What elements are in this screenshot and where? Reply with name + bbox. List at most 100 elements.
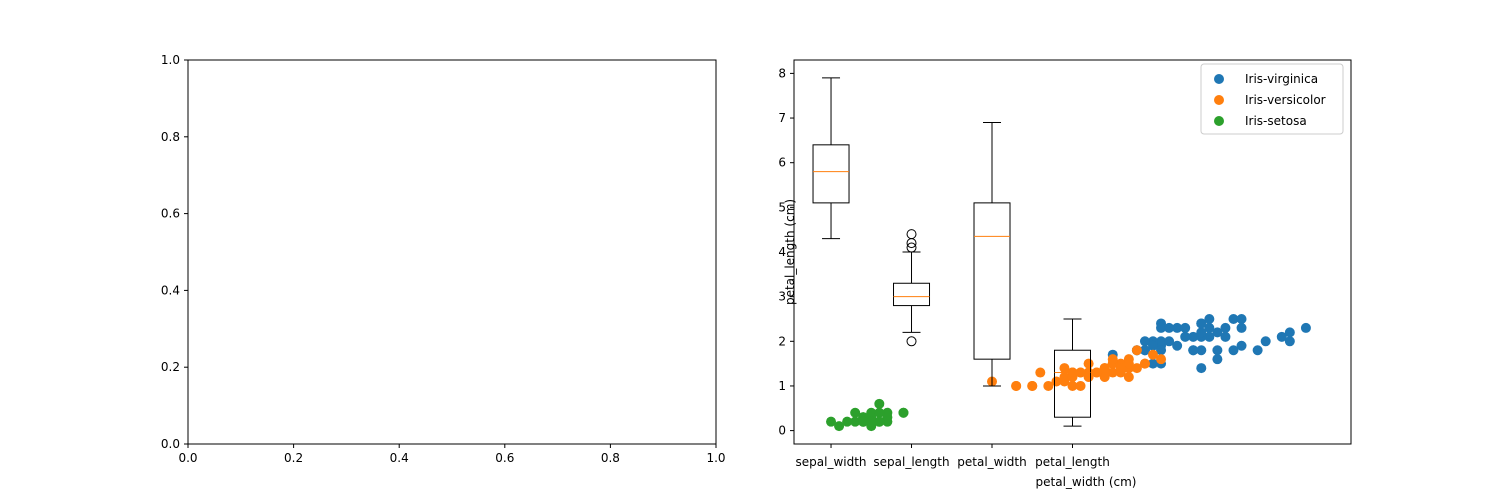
right-y-tick-label: 8 — [778, 66, 786, 80]
outlier-sepal_length — [906, 238, 917, 249]
y-axis-label: petal_length (cm) — [783, 199, 797, 305]
scatter-point-iris-setosa — [858, 416, 869, 427]
left-y-tick-label: 1.0 — [161, 53, 180, 67]
scatter-point-iris-virginica — [1180, 331, 1191, 342]
scatter-point-iris-virginica — [1196, 363, 1207, 374]
right-x-tick-label: petal_length — [1035, 455, 1110, 469]
scatter-point-iris-virginica — [1212, 345, 1223, 356]
left-y-tick-label: 0.8 — [161, 130, 180, 144]
scatter-point-iris-setosa — [826, 416, 837, 427]
scatter-point-iris-virginica — [1220, 331, 1231, 342]
scatter-point-iris-versicolor — [1067, 372, 1078, 383]
right-x-tick-label: sepal_length — [873, 455, 949, 469]
right-y-tick-label: 7 — [778, 111, 786, 125]
legend: Iris-virginica Iris-versicolor Iris-seto… — [1200, 63, 1344, 135]
scatter-point-iris-virginica — [1139, 336, 1150, 347]
scatter-point-iris-virginica — [1147, 340, 1158, 351]
scatter-point-iris-versicolor — [1107, 354, 1118, 365]
left-plot-frame — [187, 59, 717, 445]
scatter-point-iris-virginica — [1180, 322, 1191, 333]
scatter-point-iris-versicolor — [1107, 367, 1118, 378]
x-axis-label: petal_width (cm) — [1036, 475, 1137, 489]
left-x-tick-label: 0.6 — [495, 451, 514, 465]
scatter-point-iris-versicolor — [1035, 367, 1046, 378]
scatter-point-iris-virginica — [1172, 340, 1183, 351]
scatter-point-iris-versicolor — [1091, 367, 1102, 378]
scatter-point-iris-virginica — [1260, 336, 1271, 347]
scatter-point-iris-versicolor — [1011, 380, 1022, 391]
legend-frame — [1200, 63, 1344, 135]
scatter-point-iris-versicolor — [1115, 363, 1126, 374]
scatter-point-iris-versicolor — [1156, 354, 1167, 365]
scatter-point-iris-setosa — [882, 416, 893, 427]
scatter-point-iris-setosa — [874, 416, 885, 427]
scatter-point-iris-setosa — [874, 407, 885, 418]
right-y-tick-label: 5 — [778, 200, 786, 214]
scatter-point-iris-virginica — [1212, 327, 1223, 338]
right-x-ticks: sepal_width sepal_length petal_width petal_… — [796, 444, 1110, 469]
boxplot-layer — [812, 77, 1091, 427]
right-y-tick-label: 0 — [778, 424, 786, 438]
scatter-point-iris-versicolor — [1123, 358, 1134, 369]
scatter-point-iris-versicolor — [1123, 372, 1134, 383]
scatter-point-iris-virginica — [1156, 336, 1167, 347]
scatter-point-iris-setosa — [874, 398, 885, 409]
right-y-tick-label: 6 — [778, 156, 786, 170]
scatter-point-iris-setosa — [850, 416, 861, 427]
legend-label-setosa: Iris-setosa — [1245, 114, 1307, 128]
scatter-point-iris-virginica — [1228, 313, 1239, 324]
scatter-point-iris-versicolor — [1043, 380, 1054, 391]
scatter-point-iris-versicolor — [1059, 372, 1070, 383]
right-y-tick-label: 2 — [778, 334, 786, 348]
scatter-point-iris-virginica — [1220, 322, 1231, 333]
scatter-point-iris-setosa — [842, 416, 853, 427]
left-x-tick-label: 0.2 — [284, 451, 303, 465]
scatter-point-iris-versicolor — [1147, 349, 1158, 360]
scatter-point-iris-virginica — [1147, 358, 1158, 369]
left-x-tick-label: 1.0 — [706, 451, 725, 465]
scatter-point-iris-versicolor — [1099, 372, 1110, 383]
scatter-point-iris-virginica — [1196, 345, 1207, 356]
scatter-point-iris-virginica — [1204, 313, 1215, 324]
scatter-point-iris-versicolor — [1075, 380, 1086, 391]
scatter-point-iris-setosa — [898, 407, 909, 418]
scatter-point-iris-virginica — [1156, 322, 1167, 333]
scatter-point-iris-versicolor — [1027, 380, 1038, 391]
legend-label-virginica: Iris-virginica — [1245, 72, 1318, 86]
left-y-tick-label: 0.4 — [161, 283, 180, 297]
scatter-point-iris-virginica — [1204, 331, 1215, 342]
scatter-point-iris-virginica — [1276, 331, 1287, 342]
scatter-point-iris-virginica — [1196, 327, 1207, 338]
scatter-point-iris-versicolor — [1139, 358, 1150, 369]
scatter-point-iris-virginica — [1236, 322, 1247, 333]
scatter-point-iris-virginica — [1284, 336, 1295, 347]
scatter-point-iris-virginica — [1300, 322, 1311, 333]
scatter-point-iris-virginica — [1164, 322, 1175, 333]
scatter-point-iris-setosa — [866, 416, 877, 427]
scatter-point-iris-versicolor — [1083, 358, 1094, 369]
legend-marker-virginica — [1214, 74, 1224, 84]
scatter-point-iris-virginica — [1164, 336, 1175, 347]
right-x-tick-label: petal_width — [957, 455, 1026, 469]
legend-label-versicolor: Iris-versicolor — [1245, 93, 1326, 107]
scatter-point-iris-virginica — [1139, 345, 1150, 356]
right-plot-frame — [793, 59, 1352, 445]
right-axes: 0 1 2 3 4 5 6 7 8 sepal_width sepal_length petal_w… — [778, 59, 1352, 489]
right-y-tick-label: 3 — [778, 290, 786, 304]
scatter-point-iris-virginica — [1188, 345, 1199, 356]
left-y-tick-label: 0.2 — [161, 360, 180, 374]
right-y-tick-label: 4 — [778, 245, 786, 259]
left-y-ticks: 0.0 0.2 0.4 0.6 0.8 1.0 — [161, 53, 188, 451]
right-y-tick-label: 1 — [778, 379, 786, 393]
scatter-layer — [826, 313, 1311, 432]
scatter-point-iris-virginica — [1236, 313, 1247, 324]
scatter-point-iris-virginica — [1156, 345, 1167, 356]
scatter-point-iris-virginica — [1228, 345, 1239, 356]
left-y-tick-label: 0.0 — [161, 437, 180, 451]
scatter-point-iris-virginica — [1236, 340, 1247, 351]
outlier-sepal_length — [906, 336, 917, 347]
right-y-ticks: 0 1 2 3 4 5 6 7 8 — [778, 66, 794, 438]
scatter-point-iris-virginica — [1196, 318, 1207, 329]
left-x-tick-label: 0.0 — [178, 451, 197, 465]
